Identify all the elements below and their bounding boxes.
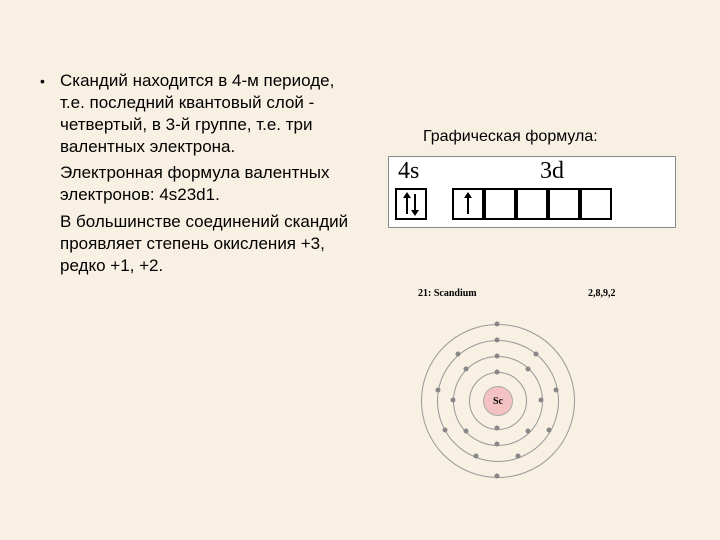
spin-up-icon bbox=[406, 194, 408, 214]
label-4s: 4s bbox=[398, 158, 419, 185]
orbital-cell bbox=[580, 188, 612, 220]
atom-name-label: 21: Scandium bbox=[418, 288, 477, 299]
orbital-cell bbox=[516, 188, 548, 220]
atom-config-label: 2,8,9,2 bbox=[588, 288, 616, 299]
paragraph-2: Электронная формула валентных электронов… bbox=[40, 162, 350, 206]
electron bbox=[495, 474, 500, 479]
spin-up-icon bbox=[467, 194, 469, 214]
paragraph-3: В большинстве соединений скандий проявля… bbox=[40, 211, 350, 277]
spin-down-icon bbox=[414, 194, 416, 214]
electron bbox=[495, 322, 500, 327]
left-text-column: • Скандий находится в 4-м периоде, т.е. … bbox=[40, 70, 350, 277]
right-title: Графическая формула: bbox=[423, 128, 598, 146]
orbital-cell bbox=[484, 188, 516, 220]
orbital-cell bbox=[548, 188, 580, 220]
orbital-cell bbox=[395, 188, 427, 220]
bullet-dot: • bbox=[40, 70, 60, 158]
nucleus: Sc bbox=[483, 386, 513, 416]
bullet-item: • Скандий находится в 4-м периоде, т.е. … bbox=[40, 70, 350, 158]
orbital-cell bbox=[452, 188, 484, 220]
paragraph-1: Скандий находится в 4-м периоде, т.е. по… bbox=[60, 70, 350, 158]
label-3d: 3d bbox=[540, 158, 564, 185]
